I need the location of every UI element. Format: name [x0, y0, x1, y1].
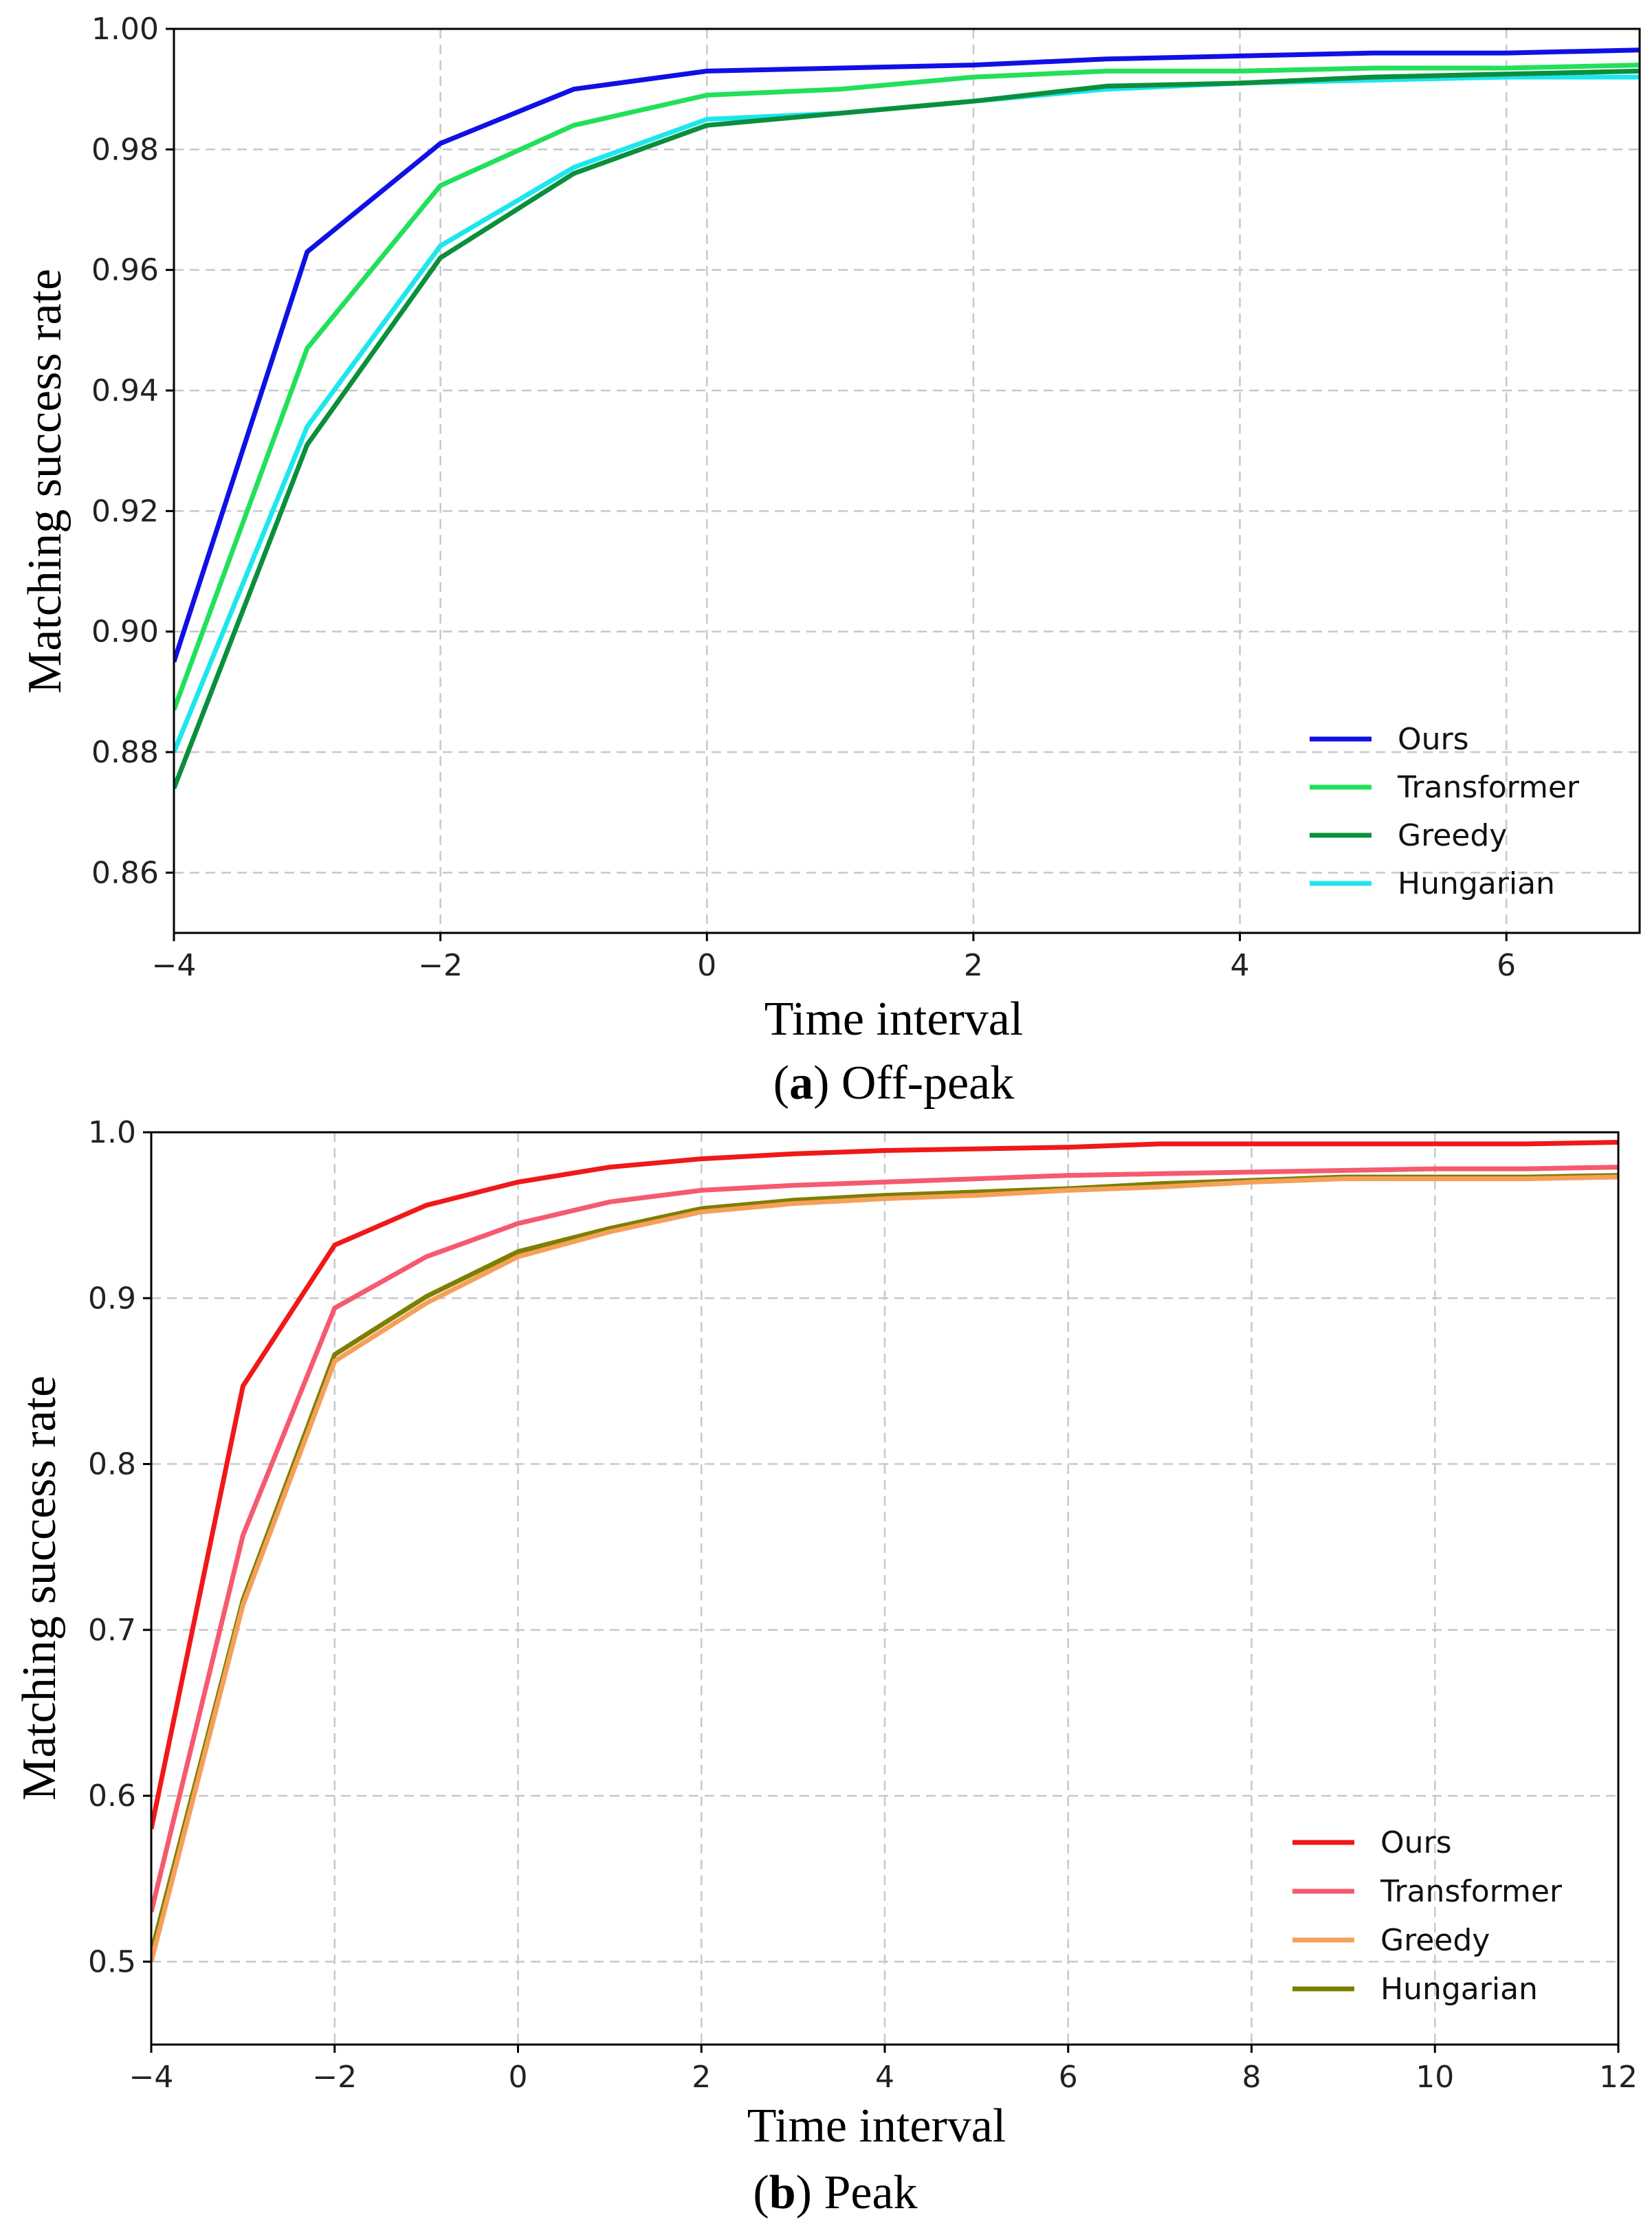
x-tick-label: 4: [875, 2060, 894, 2095]
legend-a: Ours Transformer Greedy Hungarian: [1310, 722, 1580, 901]
x-tick-label: 2: [692, 2060, 711, 2095]
x-tick-label: −4: [152, 948, 197, 983]
x-tick-label: 4: [1231, 948, 1250, 983]
plot-area-a: [174, 29, 1640, 933]
chart-panel-a: −4 −2 0 2 4 6 0.86 0.88 0.90 0.92 0.94 0.96 0.98 1.00…: [19, 12, 1641, 1110]
axis-ticks-b: −4 −2 0 2 4 6 8 10 12 0.5 0.6 0.7 0.8 0.9 1.0: [88, 1115, 1638, 2095]
series-line-ours: [174, 47, 1640, 663]
x-tick-label: 0: [697, 948, 716, 983]
caption-a-text: Off-peak: [841, 1057, 1014, 1110]
x-tick-label: 2: [964, 948, 983, 983]
x-tick-label: −2: [418, 948, 463, 983]
x-tick-label: 6: [1497, 948, 1516, 983]
y-tick-label: 0.6: [88, 1779, 136, 1814]
y-axis-title-b: Matching success rate: [13, 1376, 66, 1801]
y-tick-label: 0.94: [91, 373, 159, 408]
caption-a-letter: a: [789, 1057, 813, 1110]
axis-ticks-a: −4 −2 0 2 4 6 0.86 0.88 0.90 0.92 0.94 0.96 0.98 1.00: [91, 12, 1516, 983]
series-line-transformer: [151, 1165, 1618, 1913]
caption-b-letter: b: [769, 2166, 796, 2219]
series-line-transformer: [174, 63, 1640, 711]
series-line-greedy: [151, 1174, 1618, 1963]
legend-label-ours: Ours: [1398, 722, 1469, 757]
x-tick-label: 0: [509, 2060, 528, 2095]
x-axis-title-b: Time interval: [747, 2100, 1006, 2153]
y-tick-label: 1.0: [88, 1115, 136, 1150]
legend-label-greedy: Greedy: [1398, 818, 1507, 853]
x-tick-label: 6: [1059, 2060, 1078, 2095]
y-tick-label: 0.88: [91, 735, 159, 770]
series-lines-b: [151, 1140, 1618, 1963]
series-lines-a: [174, 47, 1640, 789]
x-tick-label: −4: [129, 2060, 174, 2095]
chart-panel-b: −4 −2 0 2 4 6 8 10 12 0.5 0.6 0.7 0.8 0.9 1.0 Time int…: [13, 1115, 1638, 2219]
y-tick-label: 1.00: [91, 12, 159, 47]
x-axis-title-a: Time interval: [764, 993, 1024, 1046]
x-tick-label: 10: [1416, 2060, 1454, 2095]
y-tick-label: 0.92: [91, 494, 159, 529]
y-tick-label: 0.90: [91, 615, 159, 650]
y-tick-label: 0.86: [91, 855, 159, 890]
grid-a: [174, 29, 1640, 933]
y-axis-title-a: Matching success rate: [19, 269, 71, 694]
legend-label-transformer: Transformer: [1397, 770, 1580, 805]
x-tick-label: −2: [312, 2060, 357, 2095]
legend-label-hungarian: Hungarian: [1398, 866, 1555, 901]
caption-b-text: Peak: [824, 2166, 917, 2219]
legend-label-ours: Ours: [1380, 1825, 1452, 1860]
y-tick-label: 0.98: [91, 132, 159, 167]
legend-b: Ours Transformer Greedy Hungarian: [1292, 1825, 1563, 2007]
y-tick-label: 0.8: [88, 1447, 136, 1482]
series-line-ours: [151, 1140, 1618, 1830]
y-tick-label: 0.7: [88, 1613, 136, 1648]
plot-frame-a: [173, 27, 1641, 934]
caption-a: (a) Off-peak: [773, 1057, 1014, 1110]
legend-label-hungarian: Hungarian: [1380, 1972, 1538, 2007]
caption-b: (b) Peak: [753, 2166, 917, 2219]
legend-label-transformer: Transformer: [1380, 1874, 1563, 1909]
series-line-greedy: [174, 68, 1640, 789]
y-tick-label: 0.9: [88, 1281, 136, 1316]
y-tick-label: 0.96: [91, 253, 159, 288]
x-tick-label: 12: [1599, 2060, 1638, 2095]
legend-label-greedy: Greedy: [1380, 1923, 1490, 1958]
y-tick-label: 0.5: [88, 1944, 136, 1979]
x-tick-label: 8: [1242, 2060, 1262, 2095]
grid-b: [151, 1132, 1618, 2045]
